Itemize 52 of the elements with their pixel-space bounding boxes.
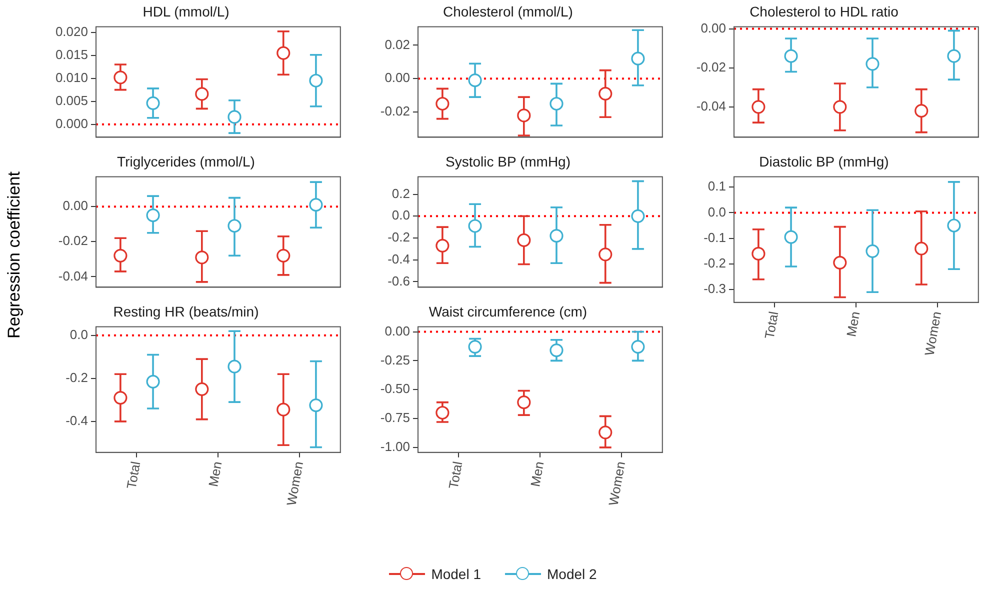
y-axis-title: Regression coefficient (4, 172, 24, 338)
y-tick-label: 0.2 (392, 186, 410, 201)
y-tick-label: -0.3 (704, 281, 726, 296)
legend-label: Model 2 (547, 566, 597, 582)
y-tick-label: -0.04 (696, 98, 726, 114)
y-tick-label: -0.75 (380, 410, 410, 426)
y-tick-label: -0.2 (704, 256, 726, 271)
y-tick-label: -0.25 (380, 352, 410, 368)
y-tick-label: 0.1 (708, 178, 726, 194)
x-tick-label: Total (124, 460, 144, 490)
chart-title: Waist circumference (cm) (428, 303, 588, 320)
chart-title: Cholesterol to HDL ratio (750, 3, 899, 20)
y-tick-label: 0.0 (70, 326, 88, 342)
x-tick-label: Men (528, 460, 547, 488)
y-tick-label: 0.00 (384, 323, 410, 338)
chart-title: Cholesterol (mmol/L) (443, 3, 573, 20)
y-tick-label: -0.4 (388, 251, 410, 266)
x-tick-label: Men (844, 310, 863, 338)
x-tick-label: Men (206, 460, 225, 488)
legend-label: Model 1 (431, 566, 481, 582)
chart-title: Systolic BP (mmHg) (446, 153, 570, 170)
y-tick-label: -0.2 (66, 370, 88, 385)
x-tick-label: Total (446, 460, 466, 490)
chart-title: Diastolic BP (mmHg) (759, 153, 889, 170)
y-tick-label: -0.50 (380, 381, 410, 396)
y-tick-label: 0.005 (55, 92, 88, 108)
y-tick-label: 0.010 (55, 70, 88, 85)
y-tick-label: -0.6 (388, 273, 410, 288)
y-tick-label: 0.0 (392, 208, 410, 223)
y-tick-label: -0.4 (66, 413, 88, 428)
x-tick-label: Women (606, 460, 628, 507)
y-tick-label: -0.04 (58, 268, 88, 284)
chart-title: Triglycerides (mmol/L) (117, 153, 255, 170)
y-tick-label: 0.015 (55, 46, 88, 62)
y-tick-label: -0.02 (58, 233, 88, 248)
x-tick-label: Women (922, 310, 944, 357)
y-tick-label: 0.00 (384, 70, 410, 86)
y-tick-label: 0.020 (55, 24, 88, 39)
y-tick-label: 0.00 (62, 198, 88, 214)
y-tick-label: 0.000 (55, 116, 88, 131)
y-tick-label: 0.02 (384, 36, 410, 52)
y-tick-label: -0.02 (696, 59, 726, 74)
x-tick-label: Women (284, 460, 306, 507)
y-tick-label: -1.00 (380, 439, 410, 454)
chart-title: Resting HR (beats/min) (113, 303, 259, 320)
x-tick-label: Total (762, 310, 782, 340)
y-tick-label: -0.2 (388, 230, 410, 245)
y-tick-label: -0.1 (704, 230, 726, 245)
y-tick-label: 0.0 (708, 204, 726, 220)
chart-title: HDL (mmol/L) (142, 3, 230, 20)
y-tick-label: -0.02 (380, 104, 410, 119)
y-tick-label: 0.00 (700, 20, 726, 36)
